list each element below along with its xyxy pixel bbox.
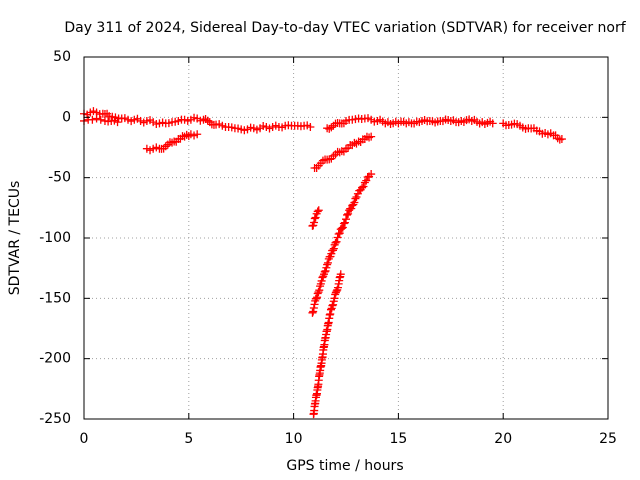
- data-point-deep-dip-track-a: [323, 258, 332, 267]
- data-point-deep-dip-track-a: [362, 176, 371, 185]
- y-tick-label: -200: [39, 351, 71, 367]
- data-point-deep-dip-track-a: [350, 198, 359, 207]
- x-tick-label: 5: [184, 431, 193, 447]
- data-point-late-tail: [557, 135, 566, 144]
- data-point-upper-dip-track: [335, 148, 344, 157]
- data-point-deep-dip-track-a: [337, 224, 346, 233]
- data-point-deep-dip-track-b: [326, 305, 335, 314]
- y-tick-label: -50: [48, 170, 71, 186]
- data-point-main-band: [306, 122, 315, 131]
- data-point-deep-dip-track-a: [367, 170, 376, 179]
- data-markers: [80, 107, 566, 419]
- y-tick-labels: 50 0 -50 -100 -150 -200 -250: [39, 49, 71, 427]
- x-tick-label: 0: [80, 431, 89, 447]
- data-point-deep-dip-track-a: [309, 304, 318, 313]
- data-point-deep-dip-track-a: [338, 223, 347, 232]
- data-point-deep-dip-track-b: [332, 287, 341, 296]
- data-point-left-start-lower: [96, 115, 105, 124]
- x-tick-labels: 0 5 10 15 20 25: [80, 431, 617, 447]
- data-point-deep-dip-track-a: [335, 229, 344, 238]
- data-point-short-segment: [314, 206, 323, 215]
- data-point-deep-dip-track-a: [333, 233, 342, 242]
- data-point-deep-dip-track-a: [358, 183, 367, 192]
- data-point-deep-dip-track-a: [332, 237, 341, 246]
- data-point-lower-arc: [168, 138, 177, 147]
- data-point-upper-dip-track: [365, 133, 374, 142]
- data-point-deep-dip-track-a: [308, 308, 317, 317]
- x-tick-label: 20: [494, 431, 512, 447]
- data-point-deep-dip-track-a: [320, 267, 329, 276]
- data-point-deep-dip-track-b: [326, 310, 335, 319]
- plot-frame: [83, 56, 609, 420]
- data-point-left-start-lower: [113, 118, 122, 127]
- grid-lines: [84, 57, 608, 419]
- data-point-deep-dip-track-a: [329, 244, 338, 253]
- data-point-deep-dip-track-a: [342, 215, 350, 224]
- data-point-deep-dip-track-a: [351, 194, 360, 203]
- data-point-post-gap-band: [488, 119, 497, 128]
- y-tick-label: -250: [39, 411, 71, 427]
- data-point-post-gap-band: [327, 123, 336, 132]
- y-tick-label: 50: [53, 49, 71, 65]
- data-point-short-segment: [313, 207, 322, 216]
- data-point-deep-dip-track-a: [339, 219, 348, 228]
- data-point-deep-dip-track-a: [334, 229, 343, 238]
- data-point-deep-dip-track-a: [331, 238, 340, 247]
- data-point-deep-dip-track-b: [331, 290, 340, 299]
- data-point-short-segment: [311, 213, 320, 222]
- data-point-deep-dip-track-b: [333, 283, 342, 292]
- data-point-main-band: [203, 116, 212, 125]
- data-point-left-start-lower: [92, 114, 101, 123]
- axis-ticks: [83, 56, 609, 420]
- data-point-upper-dip-track: [367, 132, 376, 141]
- data-point-deep-dip-track-a: [314, 288, 323, 297]
- data-point-deep-dip-track-b: [328, 301, 337, 310]
- y-tick-label: 0: [62, 109, 71, 125]
- chart-title: Day 311 of 2024, Sidereal Day-to-day VTE…: [64, 20, 626, 36]
- data-point-short-segment: [310, 218, 319, 227]
- data-point-deep-dip-track-a: [329, 246, 338, 255]
- x-axis-label: GPS time / hours: [286, 458, 403, 474]
- data-point-deep-dip-track-a: [344, 209, 353, 218]
- y-axis-label: SDTVAR / TECUs: [7, 181, 23, 296]
- data-point-deep-dip-track-a: [359, 182, 368, 191]
- x-tick-label: 15: [389, 431, 407, 447]
- data-point-left-start-lower: [88, 115, 97, 124]
- data-point-lower-arc: [193, 130, 202, 139]
- data-point-deep-dip-track-a: [340, 218, 349, 227]
- data-point-deep-dip-track-a: [343, 210, 352, 219]
- data-point-deep-dip-track-a: [360, 178, 369, 187]
- data-point-deep-dip-track-a: [349, 200, 358, 209]
- data-point-deep-dip-track-b: [336, 270, 345, 279]
- data-point-deep-dip-track-a: [317, 276, 326, 285]
- y-tick-label: -150: [39, 290, 71, 306]
- y-tick-label: -100: [39, 230, 71, 246]
- data-point-deep-dip-track-a: [315, 286, 324, 295]
- data-point-deep-dip-track-a: [309, 307, 318, 316]
- data-point-short-segment: [310, 214, 319, 223]
- x-tick-label: 10: [285, 431, 303, 447]
- x-tick-label: 25: [599, 431, 617, 447]
- data-point-deep-dip-track-b: [329, 300, 338, 309]
- data-point-deep-dip-track-a: [323, 260, 332, 269]
- data-point-deep-dip-track-a: [313, 289, 322, 298]
- data-point-deep-dip-track-b: [330, 294, 339, 303]
